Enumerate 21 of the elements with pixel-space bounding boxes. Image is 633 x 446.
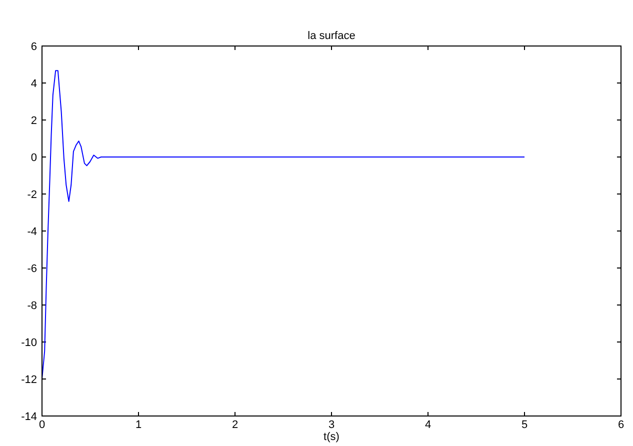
y-tick-label: 0 (30, 152, 37, 164)
y-tick-label: -14 (21, 411, 37, 423)
x-tick-label: 6 (618, 419, 624, 431)
x-tick-label: 5 (521, 419, 528, 431)
x-tick-label: 0 (38, 419, 46, 431)
x-axis-title: t(s) (324, 431, 340, 443)
chart-title: la surface (308, 30, 356, 42)
line-series (42, 70, 525, 380)
y-tick-label: -8 (27, 300, 37, 312)
x-tick-label: 4 (424, 419, 432, 431)
y-tick-label: -2 (27, 189, 37, 201)
x-tick-label: 3 (328, 419, 335, 431)
y-tick-label: -12 (21, 374, 37, 386)
y-tick-label: 2 (30, 115, 37, 127)
y-tick-label: 6 (30, 41, 37, 53)
x-tick-label: 2 (232, 419, 238, 431)
y-tick-label: -6 (27, 263, 37, 275)
y-tick-label: -10 (21, 337, 37, 349)
x-tick-label: 1 (135, 419, 142, 431)
y-tick-label: -4 (27, 226, 37, 238)
y-tick-label: 4 (30, 78, 37, 90)
